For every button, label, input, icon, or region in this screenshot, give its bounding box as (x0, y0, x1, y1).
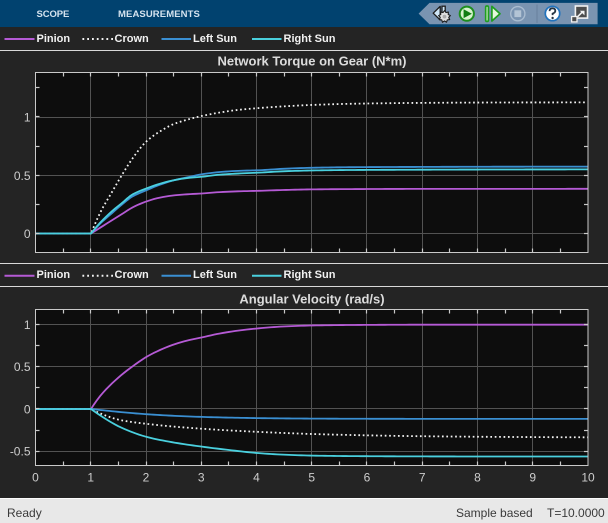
svg-text:Network Torque on Gear (N*m): Network Torque on Gear (N*m) (217, 54, 406, 69)
svg-text:7: 7 (419, 471, 426, 485)
svg-text:1: 1 (24, 111, 31, 125)
svg-text:8: 8 (474, 471, 481, 485)
svg-text:3: 3 (198, 471, 205, 485)
svg-text:2: 2 (143, 471, 150, 485)
svg-text:0: 0 (24, 402, 31, 416)
svg-text:5: 5 (308, 471, 315, 485)
svg-text:4: 4 (253, 471, 260, 485)
svg-text:0: 0 (24, 227, 31, 241)
svg-text:1: 1 (24, 318, 31, 332)
svg-text:6: 6 (364, 471, 371, 485)
svg-text:1: 1 (87, 471, 94, 485)
svg-text:Angular Velocity (rad/s): Angular Velocity (rad/s) (239, 292, 384, 307)
svg-text:0.5: 0.5 (14, 169, 31, 183)
svg-text:10: 10 (581, 471, 595, 485)
svg-text:9: 9 (529, 471, 536, 485)
svg-text:0: 0 (32, 471, 39, 485)
svg-text:-0.5: -0.5 (10, 445, 31, 459)
svg-text:0.5: 0.5 (14, 360, 31, 374)
